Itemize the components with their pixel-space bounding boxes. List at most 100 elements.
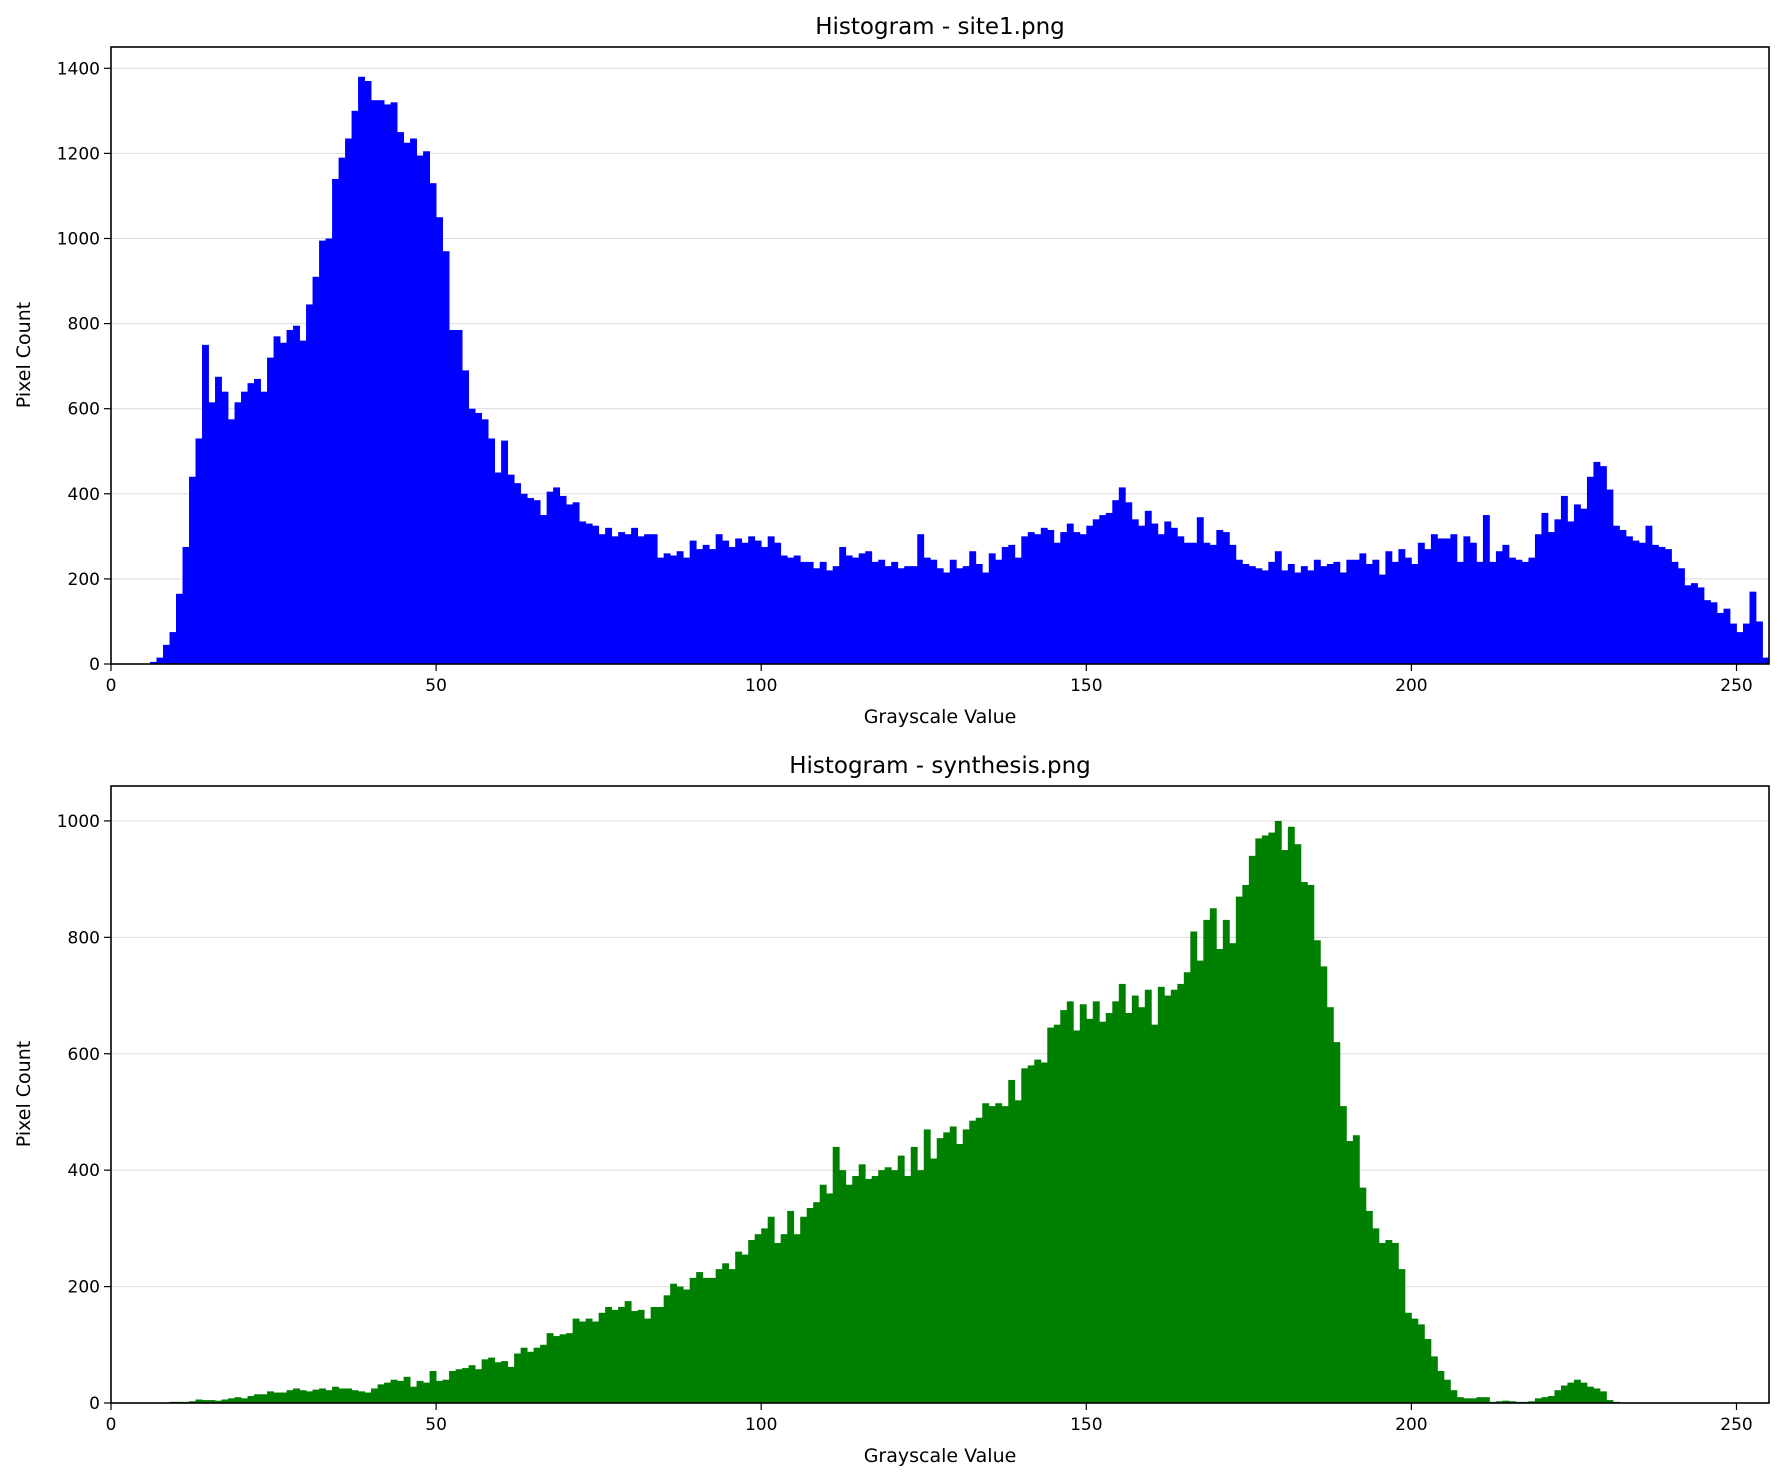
histogram-bar bbox=[1411, 1318, 1419, 1403]
histogram-bar bbox=[1274, 820, 1282, 1403]
histogram-bar bbox=[1443, 538, 1451, 664]
histogram-bar bbox=[1268, 561, 1276, 664]
histogram-bar bbox=[1203, 542, 1211, 664]
histogram-bar bbox=[1027, 532, 1035, 664]
histogram-bar bbox=[897, 568, 905, 664]
histogram-bar bbox=[1144, 989, 1152, 1403]
histogram-bar bbox=[1086, 525, 1094, 664]
histogram-bar bbox=[371, 1388, 378, 1403]
histogram-bar bbox=[637, 1309, 645, 1403]
histogram-bar bbox=[1235, 896, 1243, 1403]
histogram-bar bbox=[1190, 542, 1198, 664]
histogram-bar bbox=[819, 561, 827, 664]
x-tick-label: 0 bbox=[106, 1415, 117, 1435]
histogram-bar bbox=[1008, 1079, 1016, 1403]
histogram-bar bbox=[806, 1208, 814, 1403]
y-tick-label: 400 bbox=[68, 485, 100, 505]
histogram-bar bbox=[442, 1379, 450, 1403]
histogram-bar bbox=[520, 1347, 528, 1403]
histogram-bar bbox=[956, 1143, 964, 1403]
histogram-bar bbox=[416, 1380, 424, 1403]
histogram-bar bbox=[1658, 546, 1666, 664]
histogram-bar bbox=[1450, 534, 1458, 664]
histogram-bar bbox=[1086, 1018, 1094, 1403]
histogram-bar bbox=[1385, 1240, 1393, 1403]
histogram-bar bbox=[1092, 519, 1100, 664]
histogram-bar bbox=[358, 76, 365, 665]
histogram-bar bbox=[449, 1370, 457, 1403]
histogram-bar bbox=[455, 329, 463, 664]
y-tick-label: 200 bbox=[68, 570, 100, 590]
histogram-bar bbox=[1391, 561, 1399, 664]
histogram-bar bbox=[1476, 561, 1484, 664]
histogram-bar bbox=[1300, 566, 1308, 664]
histogram-bar bbox=[696, 549, 704, 664]
histogram-bar bbox=[546, 491, 554, 664]
histogram-bar bbox=[1385, 551, 1393, 664]
histogram-bar bbox=[293, 325, 300, 664]
histogram-bar bbox=[325, 1390, 333, 1403]
histogram-bar bbox=[995, 1103, 1003, 1403]
histogram-bar bbox=[813, 568, 821, 664]
histogram-bar bbox=[943, 1132, 951, 1403]
histogram-bar bbox=[871, 561, 879, 664]
histogram-bar bbox=[1105, 1013, 1113, 1403]
histogram-bar bbox=[1333, 561, 1341, 664]
histogram-bar bbox=[468, 408, 476, 664]
y-tick-label: 200 bbox=[68, 1278, 100, 1298]
histogram-bar bbox=[605, 527, 613, 664]
histogram-bar bbox=[1508, 557, 1516, 664]
histogram-bar bbox=[527, 498, 535, 664]
histogram-bar bbox=[631, 1311, 639, 1403]
histogram-bar bbox=[969, 1120, 977, 1403]
histogram-bar bbox=[800, 1216, 808, 1403]
histogram-bar bbox=[1268, 832, 1276, 1403]
histogram-bar bbox=[319, 1388, 326, 1403]
histogram-bar bbox=[793, 1234, 801, 1403]
histogram-bar bbox=[644, 1318, 652, 1403]
histogram-bar bbox=[169, 632, 177, 664]
histogram-bar bbox=[702, 544, 710, 664]
histogram-bar bbox=[1534, 1398, 1542, 1403]
histogram-bar bbox=[1411, 564, 1419, 664]
histogram-bar bbox=[923, 557, 931, 664]
histogram-bar bbox=[780, 555, 788, 664]
histogram-bar bbox=[1612, 525, 1620, 664]
histogram-bar bbox=[683, 1289, 691, 1403]
histogram-bar bbox=[351, 1390, 359, 1403]
histogram-bar bbox=[852, 1175, 860, 1403]
histogram-bar bbox=[429, 1370, 437, 1403]
histogram-bar bbox=[1346, 559, 1354, 664]
histogram-bar bbox=[533, 500, 541, 664]
histogram-bar bbox=[293, 1388, 300, 1403]
histogram-bar bbox=[1138, 525, 1146, 664]
histogram-bar bbox=[650, 534, 658, 664]
histogram-bar bbox=[1580, 508, 1588, 664]
y-tick-label: 800 bbox=[68, 928, 100, 948]
histogram-bar bbox=[390, 1379, 398, 1403]
histogram-bar bbox=[1021, 536, 1029, 664]
histogram-bar bbox=[1339, 1106, 1347, 1403]
histogram-bar bbox=[1528, 1401, 1536, 1403]
histogram-bar bbox=[1196, 517, 1204, 664]
histogram-bar bbox=[332, 1386, 339, 1403]
histogram-bar bbox=[962, 1129, 970, 1403]
histogram-bar bbox=[1034, 534, 1042, 664]
y-tick-label: 400 bbox=[68, 1161, 100, 1181]
histogram-bar bbox=[1469, 1398, 1477, 1403]
histogram-bar bbox=[1157, 534, 1165, 664]
histogram-bar bbox=[904, 566, 912, 664]
x-tick-label: 0 bbox=[106, 676, 117, 696]
histogram-bar bbox=[715, 1269, 723, 1403]
histogram-bar bbox=[1365, 564, 1373, 664]
histogram-bar bbox=[1352, 559, 1360, 664]
histogram-bar bbox=[1736, 632, 1744, 664]
histogram-bar bbox=[754, 540, 762, 664]
histogram-bar bbox=[1073, 532, 1081, 664]
histogram-bar bbox=[1151, 523, 1159, 664]
histogram-bar bbox=[1138, 1007, 1146, 1403]
histogram-bar bbox=[559, 495, 567, 664]
histogram-bar bbox=[839, 546, 847, 664]
histogram-bar bbox=[1151, 1024, 1159, 1403]
histogram-bar bbox=[1047, 529, 1055, 664]
